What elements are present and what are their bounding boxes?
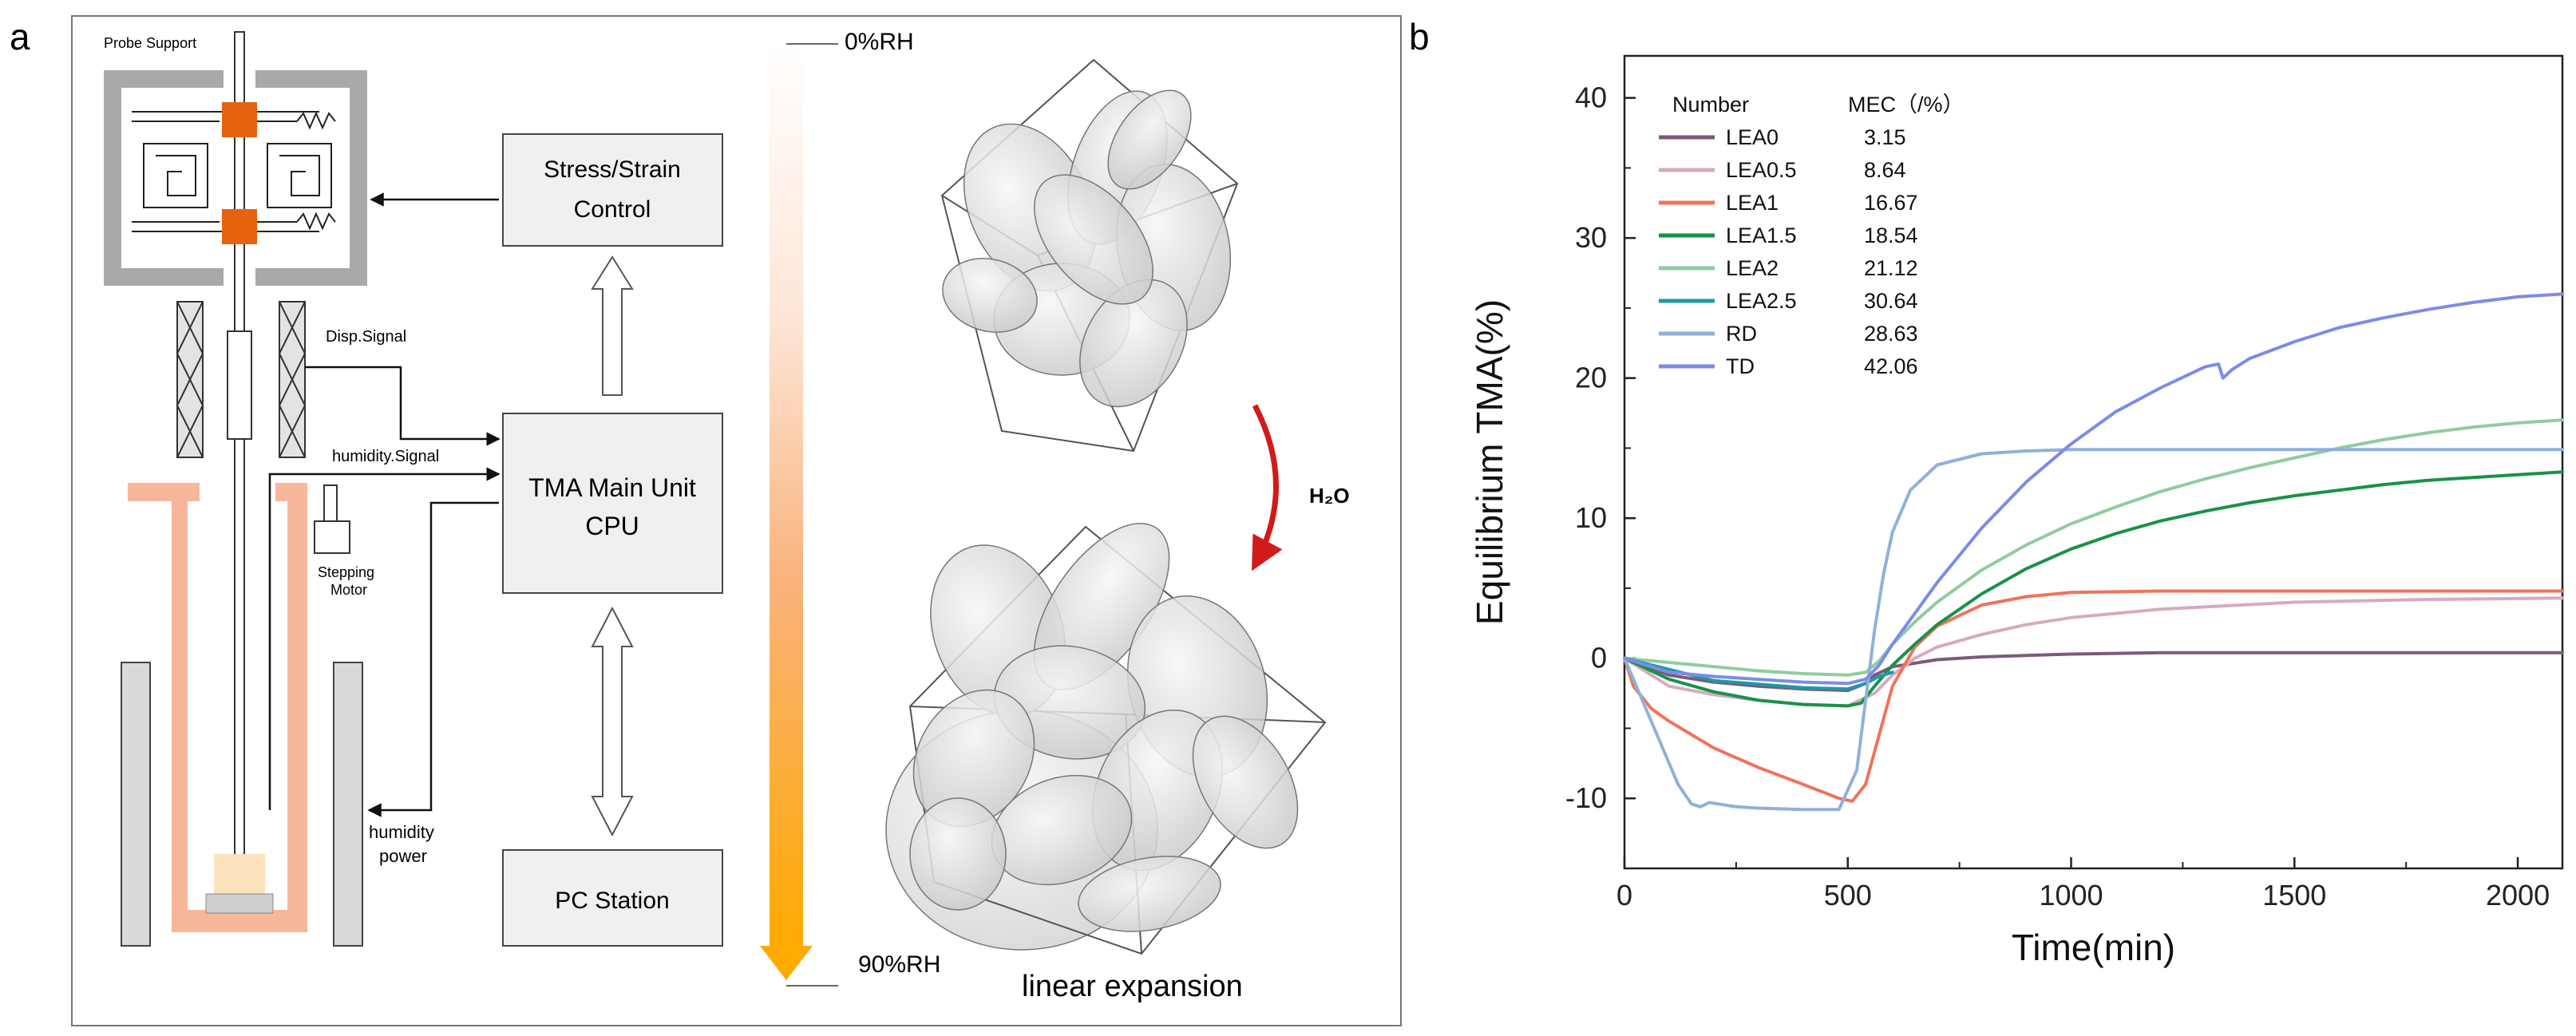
- arrow-up-tma-to-stress: [591, 255, 634, 396]
- molecular-model-wet: [885, 523, 1327, 955]
- legend-series-mec: 28.63: [1864, 322, 1918, 346]
- legend-series-name: LEA0: [1726, 125, 1779, 149]
- humidity-power-label-2: power: [379, 846, 427, 866]
- pc-station-box: [502, 849, 723, 947]
- y-tick-label: 0: [1591, 642, 1607, 674]
- probe-support-frame: [104, 70, 367, 286]
- sample: [214, 854, 265, 894]
- series-line-LEA1-5: [1623, 470, 2564, 708]
- furnace-wall-right: [333, 662, 363, 947]
- legend-series-name: LEA1.5: [1726, 223, 1797, 247]
- y-tick-label: 10: [1575, 501, 1607, 534]
- x-tick-label: 0: [1616, 879, 1632, 911]
- y-tick-label: -10: [1565, 781, 1607, 814]
- legend-series-name: TD: [1726, 354, 1755, 378]
- legend-series-name: LEA2.5: [1726, 289, 1797, 313]
- legend-series-mec: 30.64: [1864, 289, 1918, 313]
- y-tick-label: 40: [1575, 81, 1607, 114]
- legend-series-mec: 42.06: [1864, 354, 1918, 378]
- series-line-LEA2-5: [1623, 656, 1894, 691]
- panel-b-label: b: [1409, 16, 1430, 57]
- plot-frame: [1623, 54, 2564, 870]
- probe-clamp-bottom: [222, 209, 257, 244]
- arrow-double-tma-pc: [591, 606, 634, 837]
- stepping-motor-label-1: Stepping: [318, 564, 374, 580]
- tma-chart: 0 500 1000 1500 2000 -10 0 10 20 30 40 Time(min) Equ…: [1469, 54, 2564, 968]
- y-axis-label: Equilibrium TMA(%): [1469, 299, 1510, 625]
- series-line-TD: [1623, 292, 2564, 686]
- series-line-RD: [1623, 448, 2564, 812]
- lvdt-coils: [176, 301, 306, 458]
- probe-support-label: Probe Support: [104, 35, 196, 51]
- rh-gradient-bar: [770, 44, 803, 950]
- legend-series-mec: 21.12: [1864, 256, 1918, 280]
- stepping-motor-shaft: [323, 484, 338, 522]
- stress-strain-label-1: Stress/Strain: [544, 156, 681, 183]
- probe-rod: [234, 31, 245, 883]
- humidity-power-label-1: humidity: [369, 822, 434, 842]
- tma-main-unit-label-2: CPU: [585, 512, 639, 540]
- legend-series-name: LEA0.5: [1726, 158, 1797, 182]
- molecular-model-dry: [940, 58, 1239, 453]
- lvdt-core: [227, 330, 252, 440]
- legend-series-mec: 3.15: [1864, 125, 1906, 149]
- humidity-chamber: [128, 483, 307, 932]
- x-tick-label: 1000: [2039, 879, 2103, 911]
- legend-header-mec: MEC（/%）: [1848, 93, 1965, 117]
- legend-series-name: LEA2: [1726, 256, 1779, 280]
- series-line-LEA1: [1623, 589, 2564, 803]
- x-tick-label: 2000: [2486, 879, 2550, 911]
- pc-station-label: PC Station: [555, 888, 669, 914]
- legend-header-number: Number: [1672, 93, 1749, 117]
- tma-main-unit-label-1: TMA Main Unit: [528, 473, 696, 502]
- h2o-label: H₂O: [1309, 484, 1350, 508]
- panel-a-frame: [71, 15, 1402, 1026]
- humidity-signal-label: humidity.Signal: [332, 448, 439, 465]
- rh-top-label: 0%RH: [845, 29, 914, 55]
- series-line-LEA2: [1623, 418, 2564, 677]
- legend-series-name: LEA1: [1726, 191, 1779, 215]
- legend: Number MEC（/%） LEA0 3.15 LEA0.5 8.64 LEA1 16.67…: [1659, 93, 1965, 378]
- disp-signal-label: Disp.Signal: [326, 328, 406, 346]
- legend-series-mec: 8.64: [1864, 158, 1906, 182]
- probe-support-internals: [132, 111, 336, 232]
- rh-gradient-arrowhead: [760, 946, 813, 980]
- panel-a-label: a: [10, 16, 30, 57]
- linear-expansion-label: linear expansion: [1022, 970, 1243, 1003]
- y-tick-label: 30: [1575, 221, 1607, 254]
- tma-main-unit-box: [502, 413, 723, 594]
- legend-series-mec: 18.54: [1864, 223, 1918, 247]
- y-tick-label: 20: [1575, 362, 1607, 394]
- probe-clamp-top: [222, 102, 257, 137]
- legend-series-name: RD: [1726, 322, 1757, 346]
- stepping-motor-label-2: Motor: [330, 582, 367, 598]
- stepping-motor: [314, 520, 350, 554]
- x-axis-label: Time(min): [2012, 927, 2175, 968]
- furnace-wall-left: [121, 662, 151, 947]
- h2o-arrow: [1252, 404, 1283, 571]
- sample-holder: [205, 893, 274, 914]
- x-tick-label: 1500: [2262, 879, 2326, 911]
- stress-strain-box: [502, 133, 723, 247]
- legend-series-mec: 16.67: [1864, 191, 1918, 215]
- stress-strain-label-2: Control: [574, 196, 651, 223]
- x-tick-label: 500: [1824, 879, 1872, 911]
- signal-lines: [268, 192, 501, 817]
- rh-bottom-label: 90%RH: [858, 951, 940, 978]
